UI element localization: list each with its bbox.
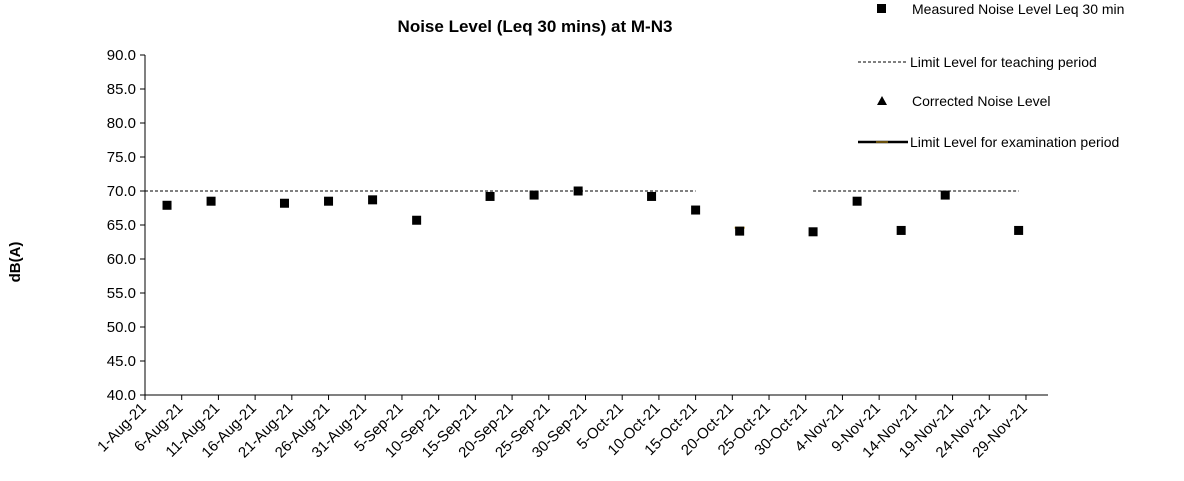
y-tick-label: 40.0 <box>107 387 136 404</box>
y-tick-label: 60.0 <box>107 251 136 268</box>
y-ticks: 40.0 45.0 50.0 55.0 60.0 65.0 70.0 75.0 80.0 85.0… <box>107 47 145 404</box>
y-tick-label: 75.0 <box>107 149 136 166</box>
measured-point <box>412 215 422 225</box>
legend-label-exam-limit: Limit Level for examination period <box>910 134 1119 150</box>
legend-item-corrected: Corrected Noise Level <box>877 93 1051 109</box>
legend-item-measured: Measured Noise Level Leq 30 min <box>877 1 1124 17</box>
measured-point <box>573 186 583 196</box>
y-tick-label: 80.0 <box>107 115 136 132</box>
legend-item-teaching-limit: Limit Level for teaching period <box>858 54 1097 70</box>
legend-label-teaching-limit: Limit Level for teaching period <box>910 54 1097 70</box>
legend-label-measured: Measured Noise Level Leq 30 min <box>912 1 1124 17</box>
y-axis-label: dB(A) <box>7 242 24 283</box>
legend-square-marker <box>877 4 886 13</box>
y-tick-label: 65.0 <box>107 217 136 234</box>
chart-title: Noise Level (Leq 30 mins) at M-N3 <box>398 17 673 36</box>
measured-point <box>896 225 906 235</box>
y-tick-label: 50.0 <box>107 319 136 336</box>
y-tick-label: 70.0 <box>107 183 136 200</box>
legend: Measured Noise Level Leq 30 min Limit Le… <box>858 1 1124 150</box>
legend-triangle-marker <box>877 96 887 105</box>
measured-point <box>162 200 172 210</box>
measured-point <box>206 196 216 206</box>
measured-point <box>647 191 657 201</box>
y-tick-label: 55.0 <box>107 285 136 302</box>
measured-point <box>368 195 378 205</box>
measured-point <box>691 205 701 215</box>
measured-point <box>485 191 495 201</box>
legend-item-exam-limit: Limit Level for examination period <box>858 134 1119 150</box>
measured-point <box>279 198 289 208</box>
y-tick-label: 90.0 <box>107 47 136 64</box>
measured-point <box>808 227 818 237</box>
measured-point <box>529 190 539 200</box>
measured-point <box>852 196 862 206</box>
measured-point <box>940 190 950 200</box>
legend-label-corrected: Corrected Noise Level <box>912 93 1051 109</box>
measured-point <box>324 196 334 206</box>
x-ticks: 1-Aug-216-Aug-2111-Aug-2116-Aug-2121-Aug… <box>94 395 1031 461</box>
measured-point <box>735 226 745 236</box>
y-tick-label: 85.0 <box>107 81 136 98</box>
measured-point <box>1014 225 1024 235</box>
data-points <box>162 186 1024 237</box>
y-tick-label: 45.0 <box>107 353 136 370</box>
